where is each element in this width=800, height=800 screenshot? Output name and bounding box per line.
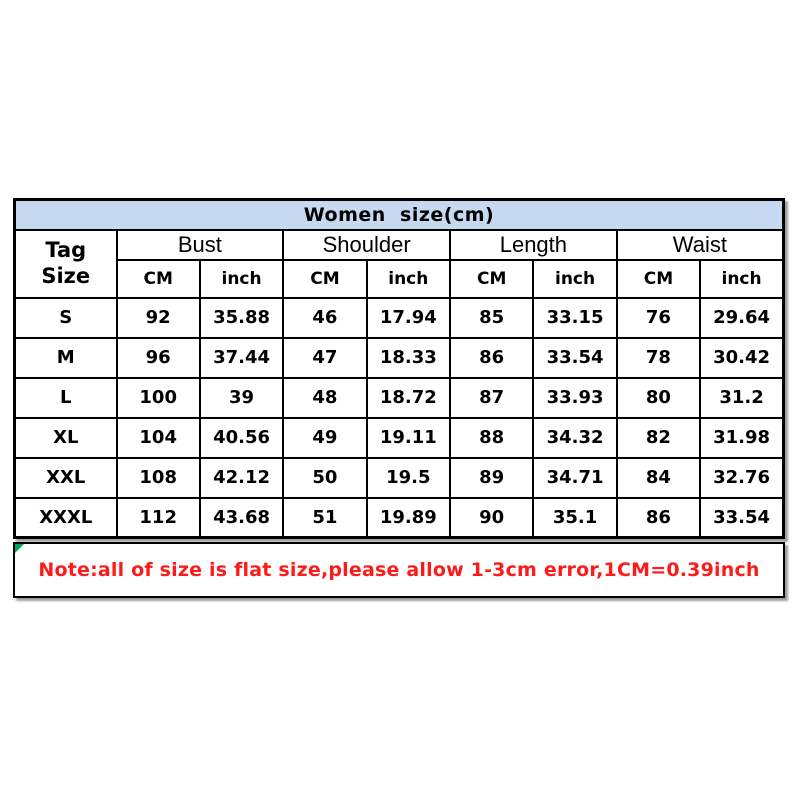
column-group-row: Tag Size Bust Shoulder Length Waist xyxy=(13,228,785,299)
table-row: S 92 35.88 46 17.94 85 33.15 76 29.64 xyxy=(13,296,785,339)
measurement-value-cell: 51 xyxy=(282,496,368,539)
measurement-value-cell: 33.93 xyxy=(532,376,618,419)
measurement-value-cell: 104 xyxy=(115,416,201,459)
measurement-value-cell: 29.64 xyxy=(699,296,785,339)
size-tag-cell: XXL xyxy=(13,456,118,499)
measurement-value-cell: 90 xyxy=(448,496,535,539)
measurement-value-cell: 89 xyxy=(448,456,535,499)
measurement-value-cell: 92 xyxy=(115,296,201,339)
length-column-header: Length xyxy=(449,228,618,261)
bust-cm-header: CM xyxy=(115,258,201,299)
measurement-value-cell: 108 xyxy=(115,456,201,499)
waist-cm-header: CM xyxy=(615,258,702,299)
measurement-value-cell: 78 xyxy=(615,336,702,379)
measurement-value-cell: 19.11 xyxy=(365,416,452,459)
measurement-value-cell: 100 xyxy=(115,376,201,419)
measurement-value-cell: 85 xyxy=(448,296,535,339)
measurement-value-cell: 34.71 xyxy=(532,456,618,499)
measurement-value-cell: 19.89 xyxy=(365,496,452,539)
table-title-row: Women size(cm) xyxy=(13,198,785,231)
size-tag-cell: L xyxy=(13,376,118,419)
measurement-value-cell: 42.12 xyxy=(198,456,285,499)
bust-column-header: Bust xyxy=(115,228,285,261)
waist-column-header: Waist xyxy=(615,228,785,261)
size-tag-cell: XXXL xyxy=(13,496,118,539)
size-table-header: Women size(cm) Tag Size Bust Shoulder Le… xyxy=(13,198,785,299)
note-box: Note:all of size is flat size,please all… xyxy=(13,542,785,598)
table-row: XXL 108 42.12 50 19.5 89 34.71 84 32.76 xyxy=(13,456,785,499)
measurement-value-cell: 32.76 xyxy=(699,456,785,499)
measurement-value-cell: 88 xyxy=(448,416,535,459)
measurement-value-cell: 86 xyxy=(448,336,535,379)
measurement-value-cell: 46 xyxy=(282,296,368,339)
measurement-value-cell: 50 xyxy=(282,456,368,499)
bust-inch-header: inch xyxy=(198,258,285,299)
measurement-value-cell: 35.88 xyxy=(198,296,285,339)
length-cm-header: CM xyxy=(448,258,535,299)
table-row: L 100 39 48 18.72 87 33.93 80 31.2 xyxy=(13,376,785,419)
measurement-value-cell: 39 xyxy=(198,376,285,419)
size-table: Women size(cm) Tag Size Bust Shoulder Le… xyxy=(13,198,785,539)
waist-inch-header: inch xyxy=(699,258,785,299)
measurement-value-cell: 49 xyxy=(282,416,368,459)
measurement-value-cell: 112 xyxy=(115,496,201,539)
measurement-value-cell: 31.2 xyxy=(699,376,785,419)
measurement-value-cell: 18.33 xyxy=(365,336,452,379)
measurement-value-cell: 84 xyxy=(615,456,702,499)
shoulder-cm-header: CM xyxy=(282,258,368,299)
measurement-value-cell: 33.15 xyxy=(532,296,618,339)
measurement-value-cell: 17.94 xyxy=(365,296,452,339)
unit-header-row: CM inch CM inch CM inch CM inch xyxy=(15,258,785,299)
measurement-value-cell: 96 xyxy=(115,336,201,379)
size-tag-cell: M xyxy=(13,336,118,379)
shoulder-column-header: Shoulder xyxy=(282,228,451,261)
length-inch-header: inch xyxy=(532,258,618,299)
measurement-value-cell: 80 xyxy=(615,376,702,419)
measurement-value-cell: 31.98 xyxy=(699,416,785,459)
size-tag-cell: S xyxy=(13,296,118,339)
measurement-value-cell: 48 xyxy=(282,376,368,419)
measurement-value-cell: 33.54 xyxy=(699,496,785,539)
measurement-value-cell: 33.54 xyxy=(532,336,618,379)
measurement-value-cell: 76 xyxy=(615,296,702,339)
green-corner-marker-icon xyxy=(15,544,24,553)
measurement-value-cell: 18.72 xyxy=(365,376,452,419)
table-title: Women size(cm) xyxy=(13,198,785,231)
table-row: XL 104 40.56 49 19.11 88 34.32 82 31.98 xyxy=(13,416,785,459)
measurement-value-cell: 43.68 xyxy=(198,496,285,539)
measurement-value-cell: 37.44 xyxy=(198,336,285,379)
measurement-value-cell: 34.32 xyxy=(532,416,618,459)
table-row: XXXL 112 43.68 51 19.89 90 35.1 86 33.54 xyxy=(13,496,785,539)
measurement-value-cell: 30.42 xyxy=(699,336,785,379)
measurement-value-cell: 87 xyxy=(448,376,535,419)
size-tag-cell: XL xyxy=(13,416,118,459)
shoulder-inch-header: inch xyxy=(365,258,452,299)
measurement-value-cell: 40.56 xyxy=(198,416,285,459)
measurement-value-cell: 86 xyxy=(615,496,702,539)
measurement-value-cell: 35.1 xyxy=(532,496,618,539)
size-table-body: S 92 35.88 46 17.94 85 33.15 76 29.64 M 96 37.44 47 1… xyxy=(13,296,785,539)
table-row: M 96 37.44 47 18.33 86 33.54 78 30.42 xyxy=(13,336,785,379)
measurement-value-cell: 82 xyxy=(615,416,702,459)
measurement-value-cell: 47 xyxy=(282,336,368,379)
tag-size-header: Tag Size xyxy=(13,228,118,299)
measurement-value-cell: 19.5 xyxy=(365,456,452,499)
size-note-text: Note:all of size is flat size,please all… xyxy=(38,559,760,581)
